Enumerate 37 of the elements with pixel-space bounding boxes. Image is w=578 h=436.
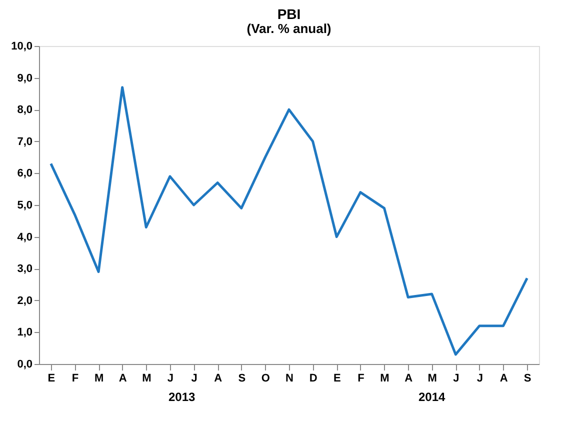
x-tick-label: M [428,372,437,384]
x-tick-label: J [453,372,460,384]
y-tick-label: 1,0 [17,326,32,339]
y-tick-label: 3,0 [17,263,32,276]
y-tick-label: 4,0 [17,231,32,244]
x-tick-label: S [238,372,246,384]
x-tick-label: A [404,372,413,384]
line-series [50,86,528,356]
x-tick-label: S [524,372,532,384]
y-tick-label: 10,0 [11,40,32,52]
x-tick-label: J [167,372,174,384]
y-tick-label: 9,0 [17,72,32,84]
x-tick-label: E [333,372,341,384]
chart-title: PBI [277,6,301,22]
x-tick-label: D [309,372,318,384]
y-tick-label: 5,0 [17,200,32,212]
x-tick-label: A [118,372,127,384]
x-tick-label: A [214,372,222,384]
x-tick-label: M [94,372,104,384]
x-tick-label: M [142,372,152,384]
y-tick-label: 2,0 [17,294,32,307]
x-tick-label: E [48,372,56,384]
x-tick-label: M [380,372,390,384]
text: 2013 [168,390,196,404]
text: 2014 [418,390,446,404]
y-tick-label: 8,0 [17,104,32,116]
x-tick-label: J [476,372,484,384]
x-tick-label: F [72,372,79,384]
chart-subtitle: (Var. % anual) [246,21,332,36]
x-tick-label: N [286,372,294,384]
x-tick-label: F [358,372,365,384]
y-tick-label: 6,0 [17,168,32,180]
y-tick-label: 0,0 [17,358,32,370]
y-tick-label: 7,0 [17,136,32,148]
x-tick-label: J [191,372,198,384]
x-tick-label: A [500,372,508,384]
x-tick-label: O [261,372,270,384]
